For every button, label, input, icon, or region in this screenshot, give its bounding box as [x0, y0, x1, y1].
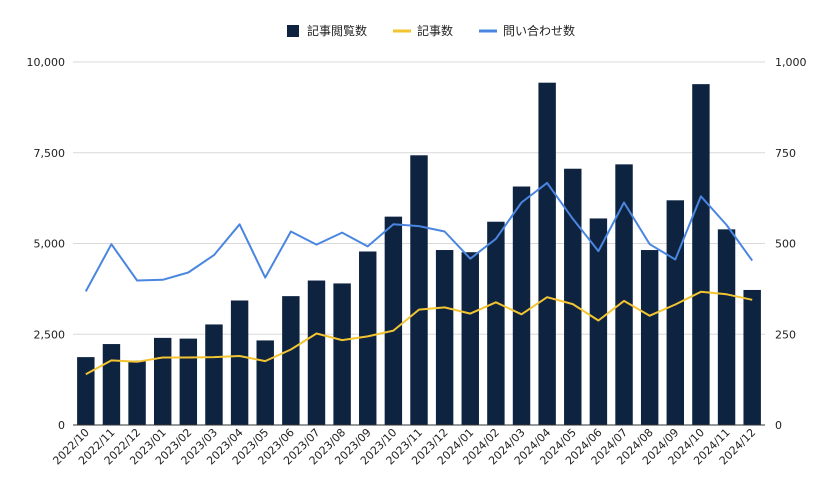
bar: [384, 216, 403, 425]
bar: [410, 155, 428, 425]
y-right-tick-label: 0: [775, 419, 782, 432]
bar: [589, 218, 608, 425]
bar: [487, 221, 505, 425]
bar: [153, 337, 172, 425]
bar: [333, 283, 351, 425]
bar: [666, 200, 685, 425]
legend-swatch-bar: [287, 25, 299, 37]
y-right-tick-label: 500: [775, 238, 796, 251]
bar: [461, 252, 479, 425]
bar: [538, 82, 556, 425]
bar: [307, 280, 326, 425]
legend-label: 記事閲覧数: [307, 23, 367, 38]
line-series: [84, 181, 754, 376]
bar: [230, 300, 249, 425]
legend-label: 記事数: [417, 23, 453, 38]
y-right-tick-label: 1,000: [775, 56, 807, 69]
legend-label: 問い合わせ数: [503, 23, 575, 38]
bar: [256, 340, 274, 425]
y-left-tick-label: 5,000: [34, 238, 66, 251]
y-left-tick-label: 10,000: [27, 56, 66, 69]
bar: [359, 251, 377, 425]
bar: [282, 296, 300, 425]
bar: [128, 360, 146, 425]
y-left-tick-label: 7,500: [34, 147, 66, 160]
bar: [615, 164, 633, 425]
series-line: [85, 290, 753, 376]
bar: [640, 250, 659, 425]
bar: [205, 324, 223, 425]
bar: [717, 229, 736, 425]
legend: 記事閲覧数 記事数 問い合わせ数: [287, 23, 575, 38]
bar: [564, 168, 582, 426]
bar-series: [77, 82, 761, 426]
y-right-tick-label: 250: [775, 328, 796, 341]
bar: [512, 186, 531, 425]
y-left-tick-label: 0: [58, 419, 65, 432]
bar: [102, 344, 121, 425]
bar: [179, 338, 198, 425]
bar: [435, 250, 454, 425]
series-line: [84, 181, 754, 292]
y-left-tick-label: 2,500: [34, 328, 66, 341]
bar: [692, 84, 710, 425]
bar: [77, 357, 95, 425]
y-right-tick-label: 750: [775, 147, 796, 160]
bar: [743, 289, 761, 425]
